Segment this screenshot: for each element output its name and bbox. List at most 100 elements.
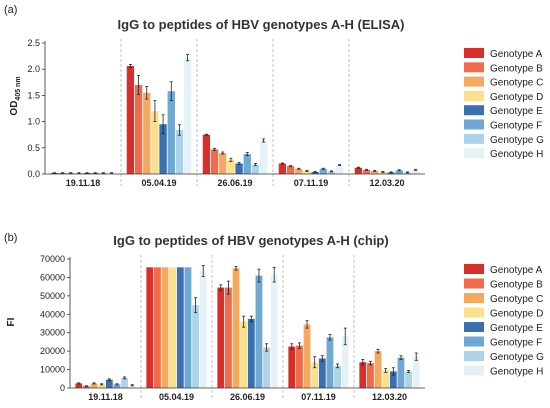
bar-a <box>278 163 287 174</box>
y-axis-label-b-main: FI <box>6 317 17 326</box>
bar-b <box>389 371 397 388</box>
y-tick-label-a: 2.0 <box>27 64 40 74</box>
bar-b <box>98 384 106 388</box>
bar-b <box>240 321 248 388</box>
bar-b <box>374 351 382 388</box>
group-separators-a <box>120 39 350 186</box>
error-bars-a <box>52 54 418 174</box>
y-axis-label-b: FI <box>6 317 17 326</box>
legend-label-b: Genotype C <box>490 294 543 305</box>
bar-b <box>146 267 154 388</box>
error-bars-b <box>77 265 418 387</box>
chart-title-b: IgG to peptides of HBV genotypes A-H (ch… <box>113 233 388 248</box>
bar-b <box>83 386 90 388</box>
bar-b <box>154 267 161 388</box>
bar-a <box>159 124 167 174</box>
legend-label-a: Genotype D <box>490 92 543 103</box>
legend-swatch-b <box>464 293 484 303</box>
x-category-label-a: 26.06.19 <box>217 178 252 188</box>
y-tick-label-b: 60000 <box>40 272 65 282</box>
chart-panel-a: (a) IgG to peptides of HBV genotypes A-H… <box>4 4 544 188</box>
legend-label-b: Genotype F <box>490 338 542 349</box>
y-axis-b: 0 10000 20000 30000 40000 50000 60000 70000 <box>40 254 71 393</box>
legend-label-a: Genotype A <box>490 49 543 60</box>
x-category-label-a: 19.11.18 <box>66 178 101 188</box>
bar-a <box>210 149 219 174</box>
bar-a <box>295 168 303 174</box>
bar-b <box>247 318 255 388</box>
bar-a <box>219 153 227 174</box>
y-axis-a: 0.0 0.5 1.0 1.5 2.0 2.5 <box>27 38 46 179</box>
bar-b <box>169 267 177 388</box>
y-tick-label-a: 1.5 <box>27 90 40 100</box>
x-category-label-b: 26.06.19 <box>230 392 265 402</box>
y-axis-label-a-main: OD <box>9 101 20 116</box>
bar-b <box>263 347 270 388</box>
y-tick-label-b: 20000 <box>40 346 65 356</box>
bar-a <box>319 168 327 174</box>
bar-a <box>303 170 311 174</box>
bar-b <box>382 370 390 388</box>
bar-a <box>327 171 336 174</box>
legend-swatch-a <box>464 62 484 73</box>
bar-a <box>411 169 420 174</box>
y-tick-label-a: 0.0 <box>27 169 40 179</box>
legend-label-b: Genotype G <box>490 352 544 363</box>
legend-a: Genotype A Genotype B Genotype C Genotype D… <box>464 48 544 160</box>
bar-a <box>286 166 295 174</box>
y-axis-label-a-sub: 405 nm <box>15 76 22 100</box>
legend-swatch-a <box>464 90 484 101</box>
legend-swatch-a <box>464 76 484 87</box>
bar-a <box>167 91 175 174</box>
chart-panel-b: (b) IgG to peptides of HBV genotypes A-H… <box>4 232 544 402</box>
bar-a <box>235 163 243 174</box>
y-tick-label-b: 10000 <box>40 365 65 375</box>
bar-b <box>326 337 334 388</box>
bar-b <box>232 268 240 388</box>
bar-a <box>143 92 151 174</box>
legend-swatch-a <box>464 48 484 58</box>
panel-label-a: (a) <box>4 4 17 16</box>
y-tick-label-a: 2.5 <box>27 38 40 48</box>
x-axis-a: 19.11.18 05.04.19 26.06.19 07.11.19 12.03.20 <box>45 173 425 188</box>
bar-a <box>251 164 260 174</box>
legend-swatch-a <box>464 148 484 159</box>
legend-label-a: Genotype H <box>490 149 543 160</box>
bar-b <box>296 345 303 388</box>
bar-b <box>341 336 349 388</box>
legend-b: Genotype A Genotype B Genotype C Genotype D… <box>464 264 544 378</box>
y-tick-label-b: 50000 <box>40 291 65 301</box>
legend-swatch-b <box>464 351 484 361</box>
legend-swatch-b <box>464 322 484 332</box>
y-tick-label-a: 1.0 <box>27 117 40 127</box>
bars-a <box>50 57 420 175</box>
bar-b <box>270 274 278 388</box>
bar-b <box>255 275 263 388</box>
bar-a <box>371 170 379 174</box>
legend-label-a: Genotype E <box>490 106 543 117</box>
bar-a <box>362 169 371 174</box>
bar-b <box>128 385 136 388</box>
bar-b <box>176 267 184 388</box>
bar-b <box>121 377 128 388</box>
bar-a <box>395 170 403 174</box>
legend-swatch-a <box>464 133 484 144</box>
legend-label-a: Genotype C <box>490 78 543 89</box>
bar-a <box>227 159 235 174</box>
y-tick-label-b: 70000 <box>40 254 65 264</box>
legend-swatch-b <box>464 264 484 274</box>
bar-a <box>354 167 363 174</box>
y-tick-label-b: 0 <box>60 383 65 393</box>
x-category-label-b: 07.11.19 <box>301 392 336 402</box>
bar-b <box>105 379 113 388</box>
y-tick-label-a: 0.5 <box>27 143 40 153</box>
y-tick-label-b: 30000 <box>40 328 65 338</box>
bar-a <box>379 171 387 174</box>
bar-b <box>412 356 420 388</box>
bar-a <box>259 140 268 174</box>
bar-b <box>199 270 207 388</box>
bar-b <box>359 362 367 388</box>
bar-b <box>397 357 405 388</box>
legend-swatch-b <box>464 336 484 347</box>
legend-swatch-b <box>464 307 484 318</box>
